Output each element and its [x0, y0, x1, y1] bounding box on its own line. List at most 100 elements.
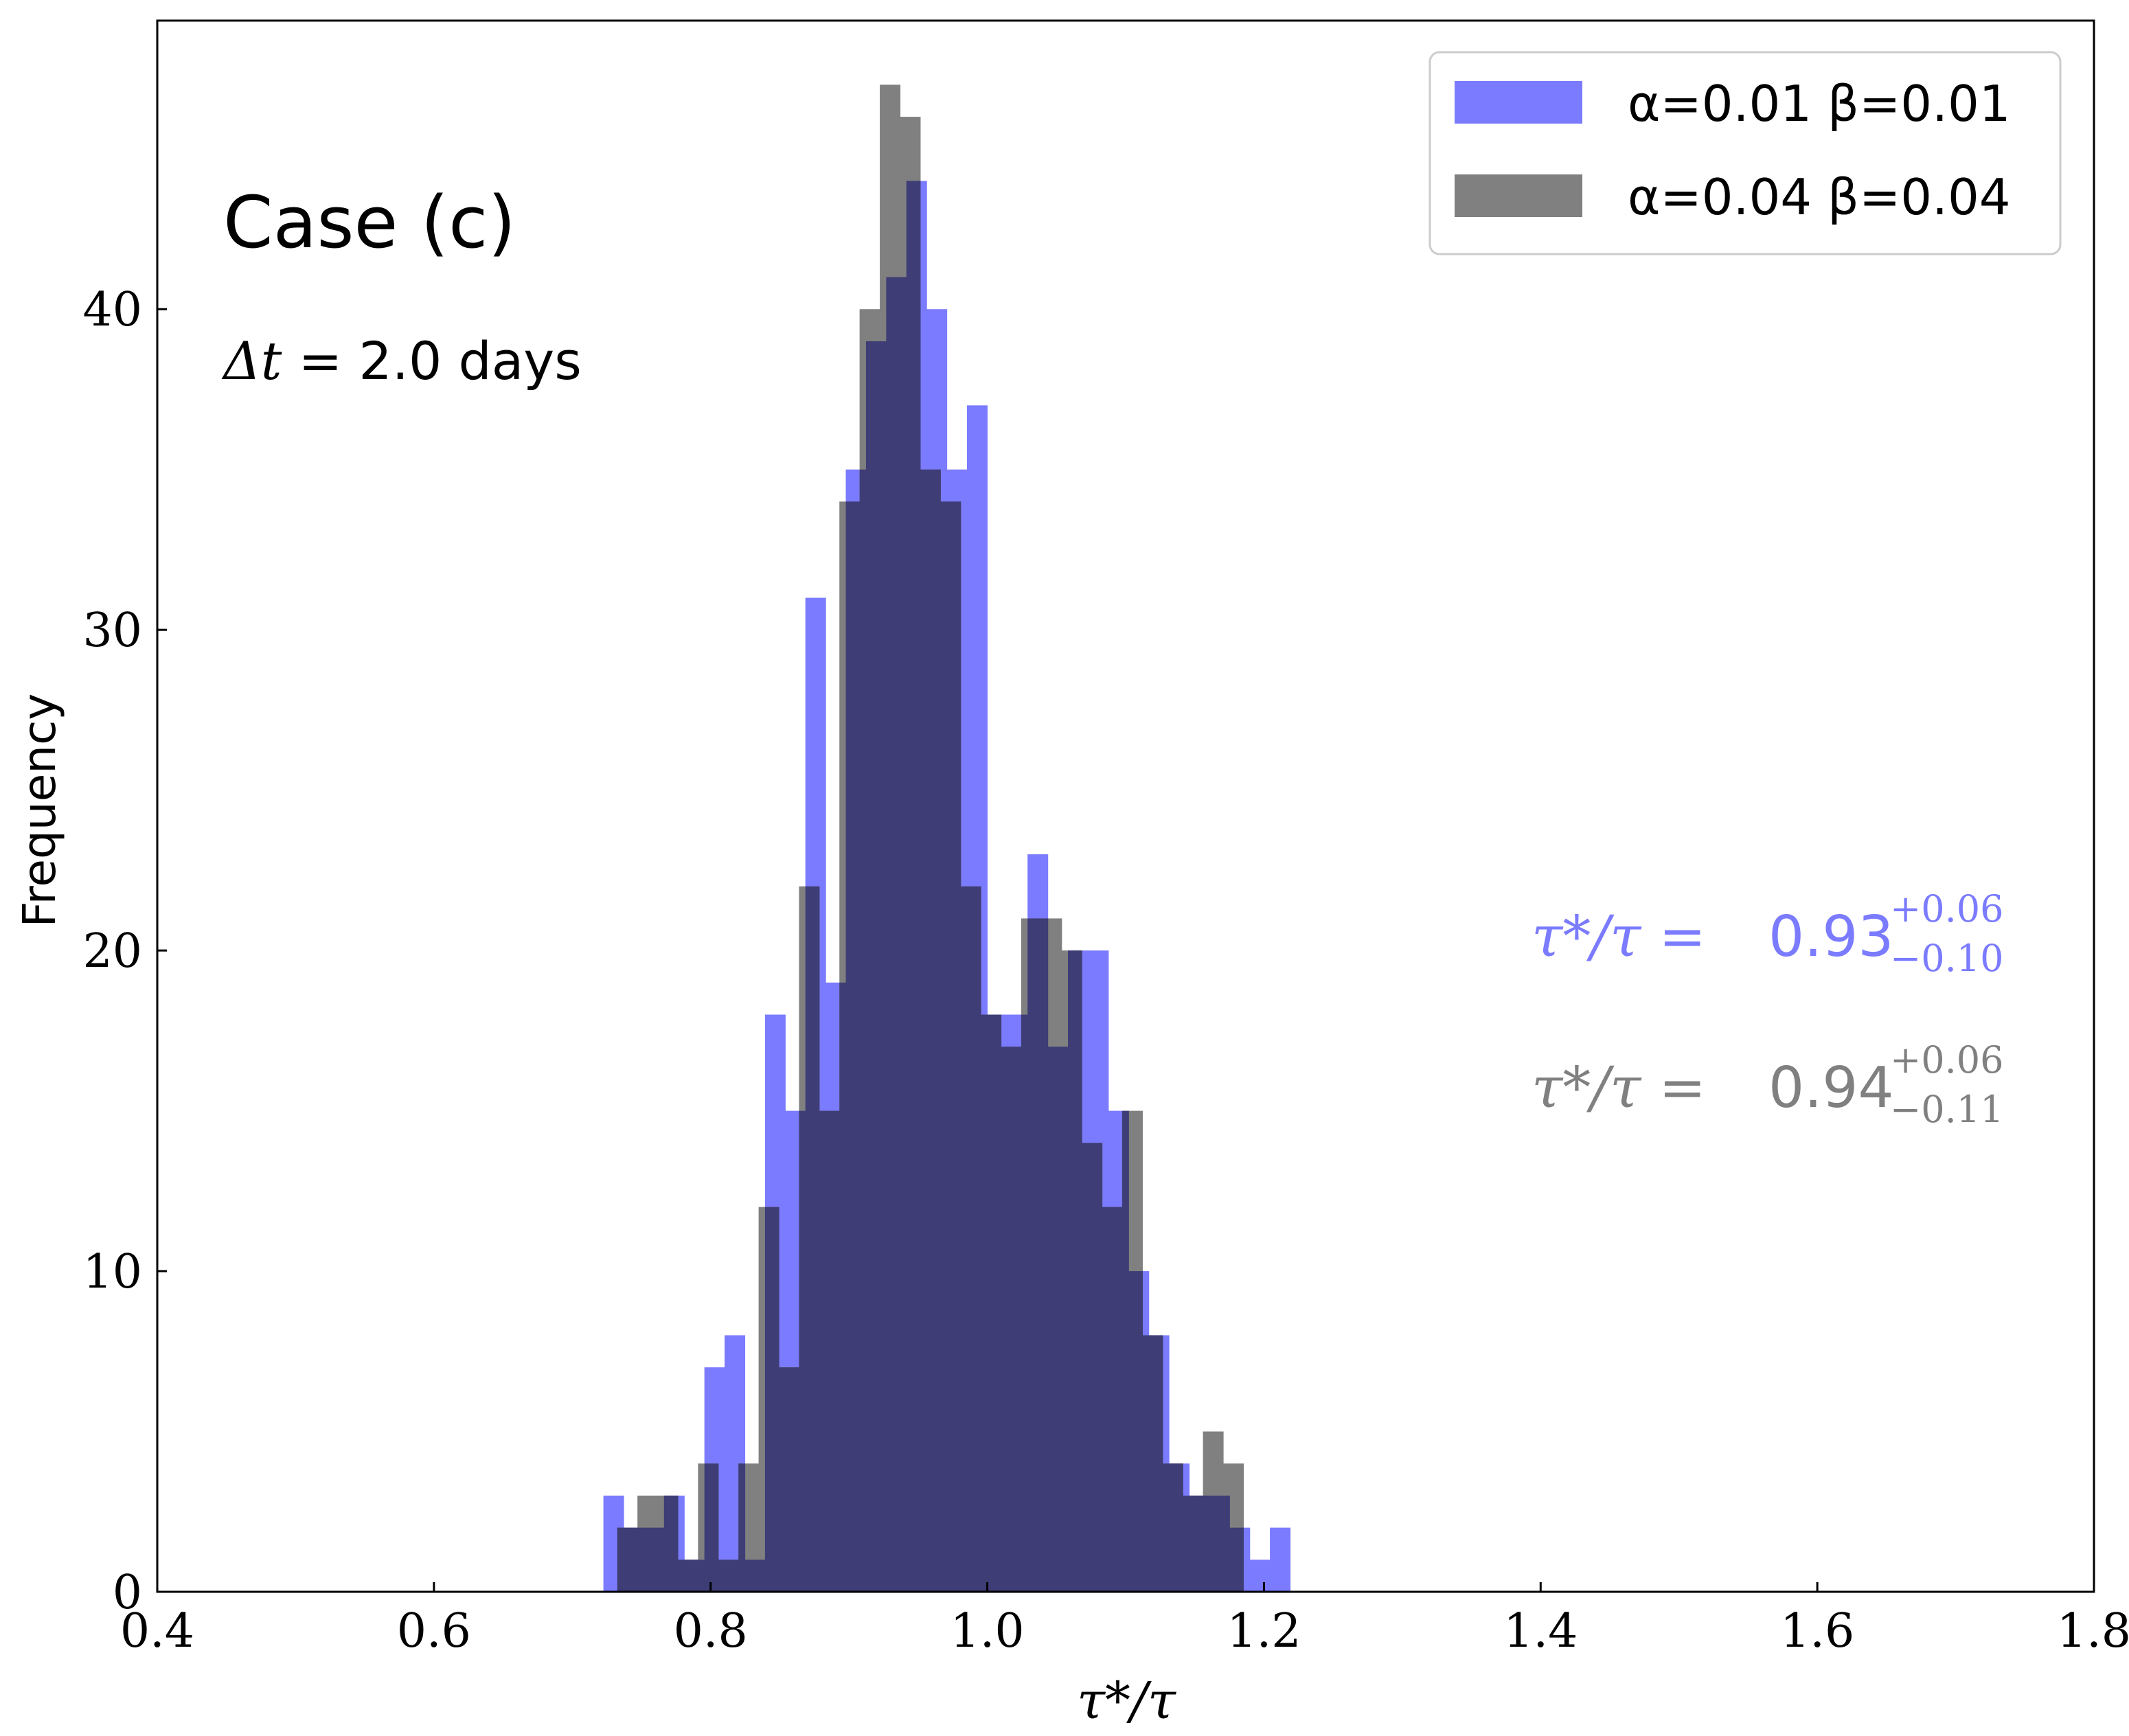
x-tick-label-0: 0.4: [120, 1604, 194, 1658]
overlap-bar-53: [1148, 1335, 1163, 1592]
overlap-bar-17: [785, 1367, 800, 1592]
overlap-bar-59: [1209, 1495, 1224, 1592]
overlap-bar-16: [779, 1367, 786, 1592]
overlap-bar-60: [1223, 1495, 1230, 1592]
legend-swatch-a: [1455, 81, 1582, 124]
overlap-bar-8: [698, 1560, 705, 1592]
legend-swatch-b: [1455, 174, 1582, 217]
legend-label-a: α=0.01 β=0.01: [1628, 75, 2011, 133]
overlap-bar-15: [764, 1207, 779, 1592]
overlap-bar-5: [663, 1495, 679, 1592]
x-axis-ticks: 0.4 0.6 0.8 1.0 1.2 1.4 1.6 1.8: [120, 1582, 2129, 1658]
overlap-bar-9: [704, 1463, 719, 1592]
plot-frame: [156, 19, 2095, 1593]
overlap-bar-43: [1047, 1047, 1062, 1592]
overlap-bar-44: [1061, 1047, 1069, 1592]
result-a-minus: −0.10: [1890, 937, 2003, 980]
overlap-bar-50: [1122, 1110, 1129, 1592]
y-tick-label-3: 30: [82, 604, 142, 658]
y-tick-label-0: 0: [113, 1566, 142, 1620]
overlap-bar-39: [1007, 1047, 1022, 1592]
result-annotation-a: τ*/τ = 0.93 +0.06 −0.10: [1532, 887, 2003, 980]
overlap-bar-2: [637, 1527, 645, 1592]
overlap-bar-10: [718, 1560, 725, 1592]
result-a-value: 0.93: [1768, 904, 1894, 970]
overlap-bar-52: [1142, 1335, 1150, 1592]
x-tick-label-6: 1.6: [1780, 1604, 1854, 1658]
result-a-lhs: τ*/τ =: [1532, 904, 1706, 970]
dt-value: = 2.0 days: [282, 330, 581, 391]
overlap-bar-6: [677, 1560, 685, 1592]
overlap-bar-32: [940, 501, 948, 1592]
overlap-bar-20: [819, 1110, 826, 1592]
overlap-bar-35: [966, 886, 981, 1592]
overlap-bar-4: [657, 1527, 665, 1592]
y-tick-label-4: 40: [82, 283, 142, 337]
overlap-bar-34: [960, 886, 968, 1592]
overlap-bar-33: [946, 501, 961, 1592]
series-a-bar-33: [1270, 1527, 1291, 1592]
overlap-bar-22: [839, 982, 847, 1592]
overlap-bar-30: [920, 469, 927, 1592]
result-b-lhs: τ*/τ =: [1532, 1055, 1706, 1121]
overlap-bar-24: [859, 469, 867, 1592]
overlap-bar-23: [845, 501, 861, 1592]
series-a-bar-32: [1249, 1560, 1271, 1592]
overlap-bar-42: [1041, 918, 1049, 1592]
overlap-bar-21: [826, 1110, 840, 1592]
overlap-bar-0: [617, 1527, 624, 1592]
overlap-bar-58: [1203, 1495, 1210, 1592]
overlap-bar-19: [805, 886, 820, 1592]
overlap-bar-18: [799, 1110, 806, 1592]
overlap-bar-40: [1021, 1014, 1028, 1592]
overlap-bar-26: [880, 341, 887, 1592]
overlap-bar-28: [900, 277, 907, 1592]
x-tick-label-3: 1.0: [950, 1604, 1024, 1658]
result-b-value: 0.94: [1768, 1055, 1894, 1121]
overlap-bar-14: [758, 1560, 766, 1592]
x-tick-label-5: 1.4: [1503, 1604, 1578, 1658]
overlap-bar-45: [1068, 950, 1082, 1592]
y-tick-label-1: 10: [82, 1245, 142, 1299]
y-axis-ticks: 0 10 20 30 40: [82, 283, 167, 1620]
dt-symbol: Δt: [221, 330, 282, 391]
overlap-bar-3: [644, 1527, 659, 1592]
y-tick-label-2: 20: [82, 924, 142, 979]
overlap-bars: [617, 181, 1244, 1592]
dt-annotation: Δt = 2.0 days: [221, 330, 582, 391]
overlap-bar-46: [1082, 1143, 1089, 1592]
y-axis-label: Frequency: [13, 694, 66, 928]
overlap-bar-48: [1102, 1207, 1109, 1592]
overlap-bar-49: [1108, 1207, 1123, 1592]
overlap-bar-54: [1162, 1463, 1170, 1592]
overlap-bar-27: [886, 277, 901, 1592]
result-a-plus: +0.06: [1890, 887, 2003, 930]
x-tick-label-7: 1.8: [2057, 1604, 2129, 1658]
overlap-bar-56: [1183, 1495, 1190, 1592]
overlap-bar-41: [1027, 918, 1042, 1592]
overlap-bar-7: [684, 1560, 698, 1592]
overlap-bar-36: [981, 1014, 988, 1592]
overlap-bar-29: [906, 181, 921, 1592]
overlap-bar-25: [865, 341, 880, 1592]
result-b-minus: −0.11: [1890, 1088, 2003, 1131]
legend-box: [1428, 51, 2062, 255]
result-annotation-b: τ*/τ = 0.94 +0.06 −0.11: [1532, 1038, 2003, 1131]
overlap-bar-61: [1229, 1527, 1244, 1592]
x-tick-label-1: 0.6: [397, 1604, 471, 1658]
overlap-bar-12: [738, 1463, 746, 1592]
overlap-bar-38: [1001, 1047, 1008, 1592]
overlap-bar-11: [725, 1560, 739, 1592]
x-axis-label: τ*/τ: [1077, 1671, 1176, 1731]
x-tick-label-2: 0.8: [674, 1604, 748, 1658]
legend: α=0.01 β=0.01 α=0.04 β=0.04: [1428, 51, 2062, 255]
overlap-bar-55: [1169, 1463, 1183, 1592]
overlap-bar-37: [987, 1014, 1002, 1592]
overlap-bar-57: [1189, 1495, 1204, 1592]
overlap-bar-1: [624, 1527, 638, 1592]
case-label: Case (c): [223, 181, 516, 264]
legend-label-b: α=0.04 β=0.04: [1628, 168, 2011, 226]
x-tick-label-4: 1.2: [1227, 1604, 1301, 1658]
overlap-bar-13: [744, 1560, 760, 1592]
